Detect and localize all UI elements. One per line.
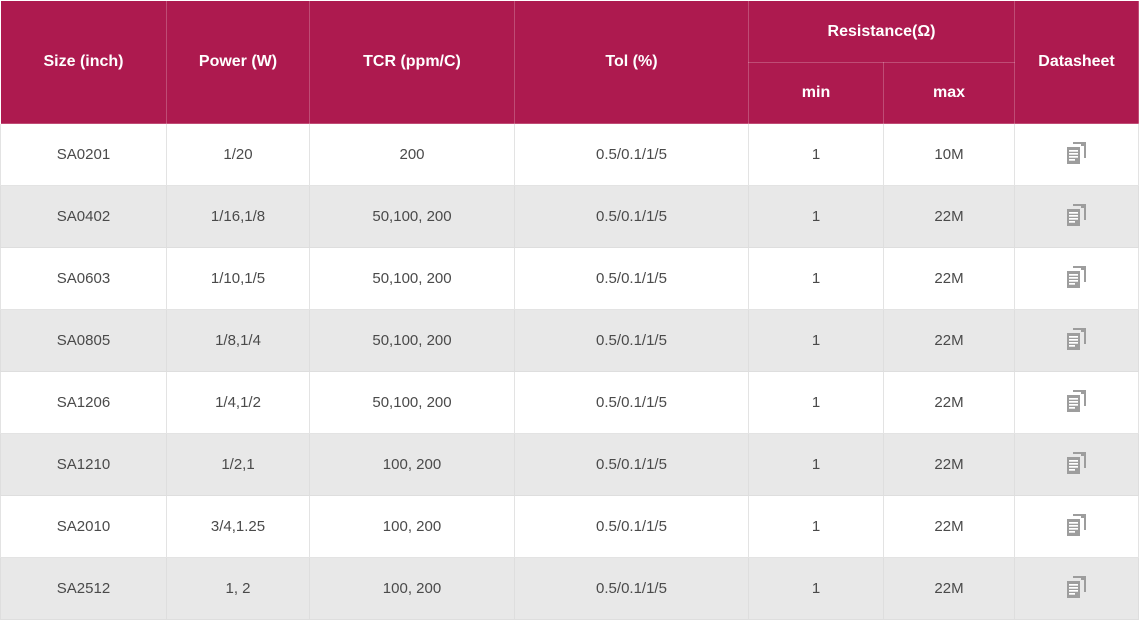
document-copy-icon xyxy=(1066,141,1087,166)
cell-tol: 0.5/0.1/1/5 xyxy=(514,247,749,310)
table-header: Size (inch) Power (W) TCR (ppm/C) Tol (%… xyxy=(0,0,1140,124)
cell-max: 22M xyxy=(882,247,1016,310)
cell-max: 22M xyxy=(882,371,1016,434)
cell-tol: 0.5/0.1/1/5 xyxy=(514,185,749,248)
cell-tcr: 100, 200 xyxy=(309,557,515,620)
cell-min: 1 xyxy=(748,371,884,434)
cell-datasheet xyxy=(1014,495,1140,558)
document-copy-icon xyxy=(1066,575,1087,600)
cell-min: 1 xyxy=(748,433,884,496)
cell-min: 1 xyxy=(748,247,884,310)
cell-datasheet xyxy=(1014,123,1140,186)
document-copy-icon xyxy=(1066,203,1087,228)
cell-power: 1/4,1/2 xyxy=(166,371,310,434)
cell-tcr: 100, 200 xyxy=(309,495,515,558)
datasheet-link[interactable] xyxy=(1063,139,1091,167)
cell-power: 1/2,1 xyxy=(166,433,310,496)
cell-power: 3/4,1.25 xyxy=(166,495,310,558)
cell-power: 1/8,1/4 xyxy=(166,309,310,372)
cell-tcr: 50,100, 200 xyxy=(309,247,515,310)
cell-datasheet xyxy=(1014,309,1140,372)
cell-max: 22M xyxy=(882,185,1016,248)
document-copy-icon xyxy=(1066,451,1087,476)
cell-min: 1 xyxy=(748,309,884,372)
datasheet-link[interactable] xyxy=(1063,387,1091,415)
document-copy-icon xyxy=(1066,389,1087,414)
table-row: SA0603 1/10,1/5 50,100, 200 0.5/0.1/1/5 1 22M xyxy=(0,247,1140,310)
header-tcr: TCR (ppm/C) xyxy=(309,0,515,124)
cell-tol: 0.5/0.1/1/5 xyxy=(514,371,749,434)
cell-size: SA1210 xyxy=(0,433,167,496)
table-row: SA0805 1/8,1/4 50,100, 200 0.5/0.1/1/5 1 22M xyxy=(0,309,1140,372)
cell-tol: 0.5/0.1/1/5 xyxy=(514,557,749,620)
document-copy-icon xyxy=(1066,327,1087,352)
cell-tcr: 200 xyxy=(309,123,515,186)
cell-max: 10M xyxy=(882,123,1016,186)
header-resistance-min: min xyxy=(748,62,884,124)
table-row: SA2010 3/4,1.25 100, 200 0.5/0.1/1/5 1 22M xyxy=(0,495,1140,558)
cell-datasheet xyxy=(1014,247,1140,310)
cell-datasheet xyxy=(1014,371,1140,434)
cell-size: SA1206 xyxy=(0,371,167,434)
cell-min: 1 xyxy=(748,557,884,620)
document-copy-icon xyxy=(1066,265,1087,290)
header-tol: Tol (%) xyxy=(514,0,749,124)
cell-tcr: 50,100, 200 xyxy=(309,309,515,372)
cell-tcr: 100, 200 xyxy=(309,433,515,496)
cell-tcr: 50,100, 200 xyxy=(309,371,515,434)
cell-max: 22M xyxy=(882,495,1016,558)
table-row: SA0402 1/16,1/8 50,100, 200 0.5/0.1/1/5 1 22M xyxy=(0,185,1140,248)
cell-size: SA0201 xyxy=(0,123,167,186)
datasheet-link[interactable] xyxy=(1063,263,1091,291)
cell-power: 1/20 xyxy=(166,123,310,186)
cell-size: SA0603 xyxy=(0,247,167,310)
cell-power: 1, 2 xyxy=(166,557,310,620)
datasheet-link[interactable] xyxy=(1063,573,1091,601)
table-row: SA2512 1, 2 100, 200 0.5/0.1/1/5 1 22M xyxy=(0,557,1140,620)
cell-tol: 0.5/0.1/1/5 xyxy=(514,495,749,558)
cell-max: 22M xyxy=(882,557,1016,620)
cell-power: 1/16,1/8 xyxy=(166,185,310,248)
cell-max: 22M xyxy=(882,433,1016,496)
cell-min: 1 xyxy=(748,185,884,248)
cell-datasheet xyxy=(1014,185,1140,248)
cell-datasheet xyxy=(1014,557,1140,620)
cell-min: 1 xyxy=(748,123,884,186)
cell-size: SA2512 xyxy=(0,557,167,620)
cell-size: SA2010 xyxy=(0,495,167,558)
table-body: SA0201 1/20 200 0.5/0.1/1/5 1 10M SA0402 1/16,1… xyxy=(0,123,1140,620)
header-size: Size (inch) xyxy=(0,0,167,124)
datasheet-link[interactable] xyxy=(1063,511,1091,539)
cell-max: 22M xyxy=(882,309,1016,372)
datasheet-link[interactable] xyxy=(1063,449,1091,477)
cell-tcr: 50,100, 200 xyxy=(309,185,515,248)
cell-power: 1/10,1/5 xyxy=(166,247,310,310)
cell-tol: 0.5/0.1/1/5 xyxy=(514,309,749,372)
cell-tol: 0.5/0.1/1/5 xyxy=(514,123,749,186)
header-power: Power (W) xyxy=(166,0,310,124)
header-resistance-max: max xyxy=(882,62,1016,124)
cell-size: SA0402 xyxy=(0,185,167,248)
datasheet-link[interactable] xyxy=(1063,325,1091,353)
document-copy-icon xyxy=(1066,513,1087,538)
cell-min: 1 xyxy=(748,495,884,558)
datasheet-link[interactable] xyxy=(1063,201,1091,229)
table-row: SA1206 1/4,1/2 50,100, 200 0.5/0.1/1/5 1 22M xyxy=(0,371,1140,434)
cell-size: SA0805 xyxy=(0,309,167,372)
cell-tol: 0.5/0.1/1/5 xyxy=(514,433,749,496)
cell-datasheet xyxy=(1014,433,1140,496)
table-row: SA0201 1/20 200 0.5/0.1/1/5 1 10M xyxy=(0,123,1140,186)
header-resistance-group: Resistance(Ω) xyxy=(747,0,1016,63)
table-row: SA1210 1/2,1 100, 200 0.5/0.1/1/5 1 22M xyxy=(0,433,1140,496)
header-datasheet: Datasheet xyxy=(1014,0,1140,124)
